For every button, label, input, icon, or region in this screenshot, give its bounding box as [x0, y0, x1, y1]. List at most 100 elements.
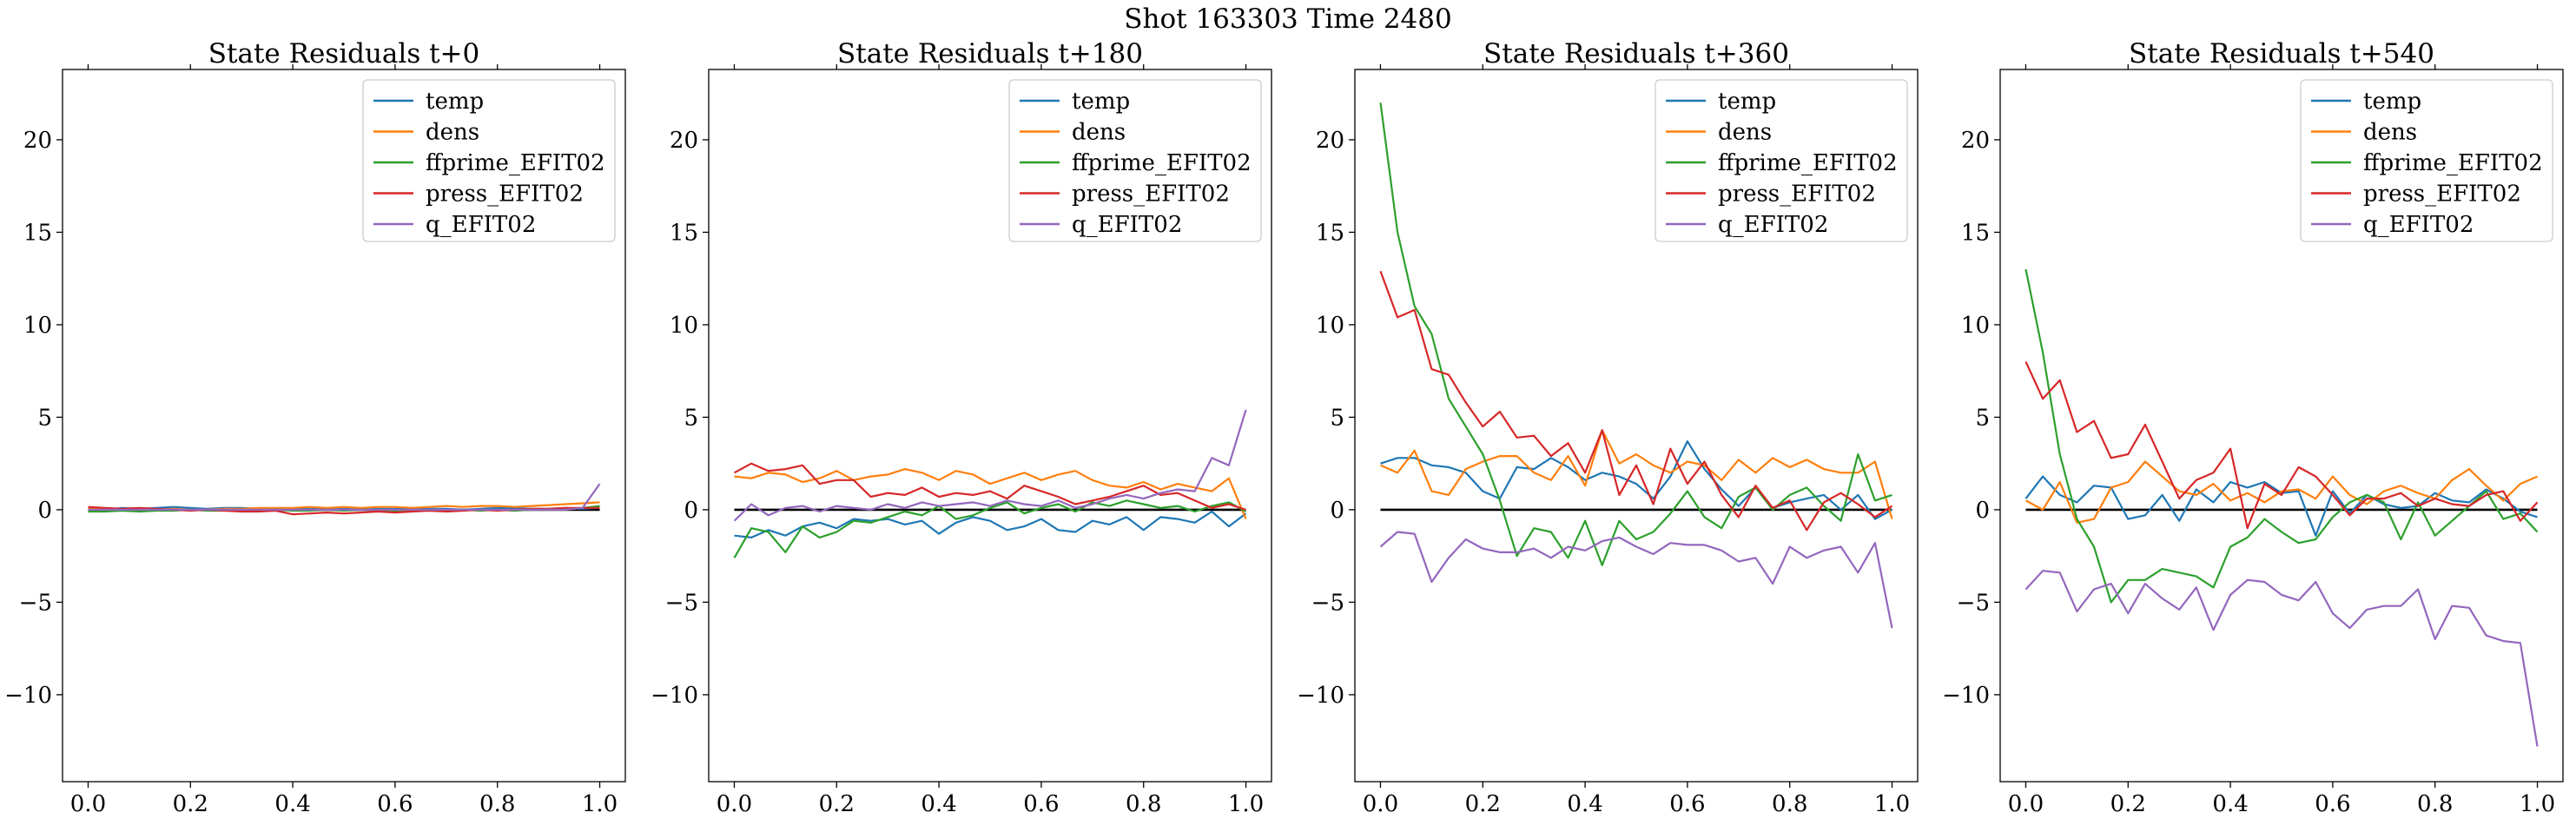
legend-label: temp: [426, 89, 484, 115]
legend-label: dens: [426, 120, 479, 146]
y-tick-label: −5: [665, 590, 698, 616]
series-line-q_EFIT02: [88, 483, 601, 512]
x-tick-label: 0.2: [819, 791, 855, 817]
x-tick-label: 0.8: [479, 791, 515, 817]
y-tick-label: 15: [1961, 220, 1990, 246]
y-tick-label: −5: [1957, 590, 1990, 616]
series-line-temp: [1380, 440, 1893, 520]
x-tick-label: 0.4: [1567, 791, 1602, 817]
series-line-dens: [1380, 429, 1893, 519]
subplot-title: State Residuals t+360: [1483, 38, 1789, 69]
series-line-temp: [88, 505, 600, 512]
y-tick-label: 15: [670, 220, 698, 246]
plot-area: [88, 483, 601, 516]
y-tick-label: −10: [651, 683, 698, 709]
plot-area: [733, 409, 1247, 558]
y-tick-label: 0: [37, 498, 52, 524]
subplot-1: State Residuals t+180 0.0 0.2 0.4 0.6 0.8 1.0 −…: [651, 38, 1272, 817]
legend-frame: [1008, 79, 1262, 242]
series-line-ffprime_EFIT02: [2024, 268, 2539, 604]
legend-label: q_EFIT02: [2363, 212, 2474, 238]
legend-label: press_EFIT02: [1718, 182, 1876, 208]
x-tick-label: 0.4: [2212, 791, 2248, 817]
y-tick-label: 20: [670, 128, 698, 154]
x-tick-label: 0.2: [2110, 791, 2146, 817]
subplot-3: State Residuals t+540 0.0 0.2 0.4 0.6 0.8 1.0 −…: [1942, 38, 2564, 817]
y-tick-label: 5: [684, 405, 698, 431]
x-tick-label: 0.0: [1363, 791, 1398, 817]
x-tick-label: 0.6: [1023, 791, 1059, 817]
x-tick-label: 1.0: [1228, 791, 1264, 817]
x-tick-label: 0.0: [717, 791, 752, 817]
legend-label: ffprime_EFIT02: [1718, 150, 1898, 176]
legend-label: ffprime_EFIT02: [426, 150, 605, 176]
legend-label: dens: [1072, 120, 1126, 146]
legend-frame: [2300, 79, 2553, 242]
x-tick-label: 0.2: [1465, 791, 1501, 817]
subplot-title: State Residuals t+540: [2129, 38, 2434, 69]
y-tick-label: 10: [670, 313, 698, 339]
series-line-temp: [734, 510, 1247, 539]
subplot-2: State Residuals t+360 0.0 0.2 0.4 0.6 0.8 1.0 −…: [1297, 38, 1919, 817]
y-tick-label: 15: [1316, 220, 1344, 246]
legend-label: q_EFIT02: [1072, 212, 1182, 238]
legend-label: press_EFIT02: [426, 182, 584, 208]
subplot-title: State Residuals t+0: [208, 38, 479, 69]
x-tick-label: 0.8: [2417, 791, 2453, 817]
y-tick-label: −10: [1297, 683, 1344, 709]
legend-label: temp: [1718, 89, 1776, 115]
y-tick-label: 20: [1316, 128, 1344, 154]
subplot-grid: State Residuals t+0 0.0 0.2 0.4 0.6 0.8 1.0 −10…: [4, 38, 2564, 817]
series-line-press_EFIT02: [2024, 361, 2539, 530]
x-tick-label: 0.8: [1772, 791, 1807, 817]
axes-frame: [1999, 69, 2564, 783]
x-tick-label: 0.4: [274, 791, 310, 817]
legend-label: q_EFIT02: [426, 212, 536, 238]
series-line-q_EFIT02: [1379, 531, 1893, 629]
y-tick-label: 5: [1975, 405, 1990, 431]
x-tick-label: 0.0: [70, 791, 106, 817]
series-line-dens: [2024, 460, 2538, 524]
y-tick-label: 10: [1961, 313, 1990, 339]
x-tick-label: 1.0: [1874, 791, 1910, 817]
series-line-q_EFIT02: [733, 409, 1247, 522]
x-tick-label: 0.6: [2315, 791, 2350, 817]
subplot-0: State Residuals t+0 0.0 0.2 0.4 0.6 0.8 1.0 −10…: [4, 38, 626, 817]
y-tick-label: 20: [23, 128, 52, 154]
axes-frame: [1354, 69, 1919, 783]
series-line-q_EFIT02: [2024, 570, 2539, 747]
legend-label: ffprime_EFIT02: [1072, 150, 1252, 176]
x-tick-label: 0.2: [173, 791, 208, 817]
legend-label: ffprime_EFIT02: [2363, 150, 2543, 176]
legend-frame: [362, 79, 616, 242]
x-tick-label: 1.0: [2520, 791, 2555, 817]
series-line-ffprime_EFIT02: [1379, 102, 1892, 566]
x-tick-label: 0.8: [1126, 791, 1161, 817]
legend-label: dens: [1718, 120, 1772, 146]
legend-frame: [1655, 79, 1908, 242]
series-line-press_EFIT02: [733, 462, 1246, 511]
legend-label: press_EFIT02: [1072, 182, 1230, 208]
legend-label: press_EFIT02: [2363, 182, 2521, 208]
y-tick-label: −5: [1311, 590, 1344, 616]
plot-area: [2024, 268, 2539, 747]
x-tick-label: 0.6: [1669, 791, 1705, 817]
x-tick-label: 0.0: [2008, 791, 2044, 817]
y-tick-label: −10: [4, 683, 52, 709]
y-tick-label: 10: [1316, 313, 1344, 339]
y-tick-label: 5: [37, 405, 52, 431]
legend: temp dens ffprime_EFIT02 press_EFIT02 q_EFIT…: [362, 79, 616, 242]
y-tick-label: 15: [23, 220, 52, 246]
y-tick-label: 0: [684, 498, 698, 524]
x-tick-label: 0.4: [921, 791, 956, 817]
y-tick-label: 0: [1975, 498, 1990, 524]
y-tick-label: −5: [19, 590, 52, 616]
plot-area: [1379, 102, 1893, 629]
y-tick-label: 5: [1330, 405, 1344, 431]
axes-frame: [708, 69, 1272, 783]
x-tick-label: 1.0: [582, 791, 618, 817]
figure-suptitle: Shot 163303 Time 2480: [1124, 3, 1451, 35]
legend: temp dens ffprime_EFIT02 press_EFIT02 q_EFIT…: [2300, 79, 2553, 242]
legend-label: dens: [2363, 120, 2417, 146]
